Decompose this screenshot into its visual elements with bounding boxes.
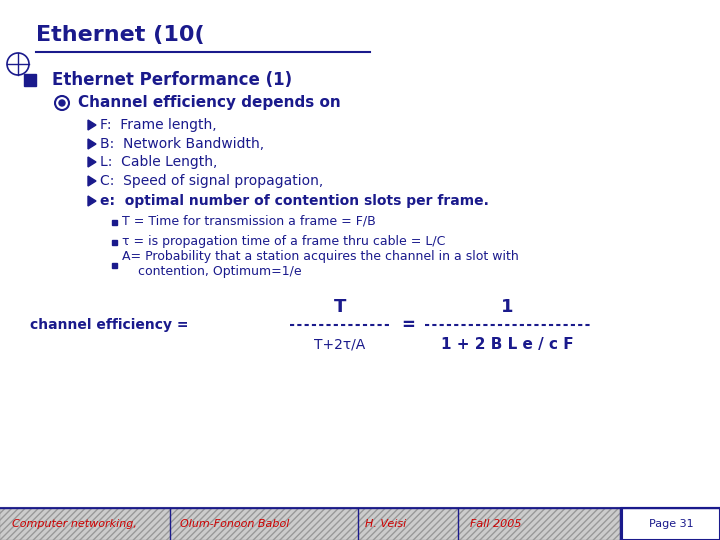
Text: 1: 1 <box>501 298 514 316</box>
Text: τ = is propagation time of a frame thru cable = L/C: τ = is propagation time of a frame thru … <box>122 234 446 247</box>
Bar <box>0 508 720 540</box>
Bar <box>622 508 720 540</box>
Text: channel efficiency =: channel efficiency = <box>30 318 189 332</box>
Circle shape <box>59 100 65 106</box>
Polygon shape <box>88 157 96 167</box>
Text: T: T <box>334 298 346 316</box>
Bar <box>24 74 36 86</box>
Text: C:  Speed of signal propagation,: C: Speed of signal propagation, <box>100 174 323 188</box>
Text: A= Probability that a station acquires the channel in a slot with
    contention: A= Probability that a station acquires t… <box>122 250 518 278</box>
Bar <box>112 240 117 245</box>
Polygon shape <box>88 196 96 206</box>
Bar <box>112 219 117 225</box>
Text: Computer networking,: Computer networking, <box>12 519 137 529</box>
Text: B:  Network Bandwidth,: B: Network Bandwidth, <box>100 137 264 151</box>
Polygon shape <box>88 120 96 130</box>
Text: Page 31: Page 31 <box>649 519 693 529</box>
Text: Channel efficiency depends on: Channel efficiency depends on <box>78 96 341 111</box>
Text: L:  Cable Length,: L: Cable Length, <box>100 155 217 169</box>
Polygon shape <box>88 139 96 149</box>
Text: e:  optimal number of contention slots per frame.: e: optimal number of contention slots pe… <box>100 194 489 208</box>
Text: F:  Frame length,: F: Frame length, <box>100 118 217 132</box>
Polygon shape <box>88 176 96 186</box>
Text: T = Time for transmission a frame = F/B: T = Time for transmission a frame = F/B <box>122 214 376 227</box>
Text: Ethernet Performance (1): Ethernet Performance (1) <box>52 71 292 89</box>
Bar <box>0 508 620 540</box>
Text: T+2τ/A: T+2τ/A <box>315 338 366 352</box>
Bar <box>112 262 117 267</box>
Text: Ethernet (10(: Ethernet (10( <box>36 25 204 45</box>
Text: H. Veisi: H. Veisi <box>365 519 406 529</box>
Text: =: = <box>401 316 415 334</box>
Text: Olum-Fonoon Babol: Olum-Fonoon Babol <box>180 519 289 529</box>
Text: Fall 2005: Fall 2005 <box>470 519 521 529</box>
Text: 1 + 2 B L e / c F: 1 + 2 B L e / c F <box>441 338 574 353</box>
